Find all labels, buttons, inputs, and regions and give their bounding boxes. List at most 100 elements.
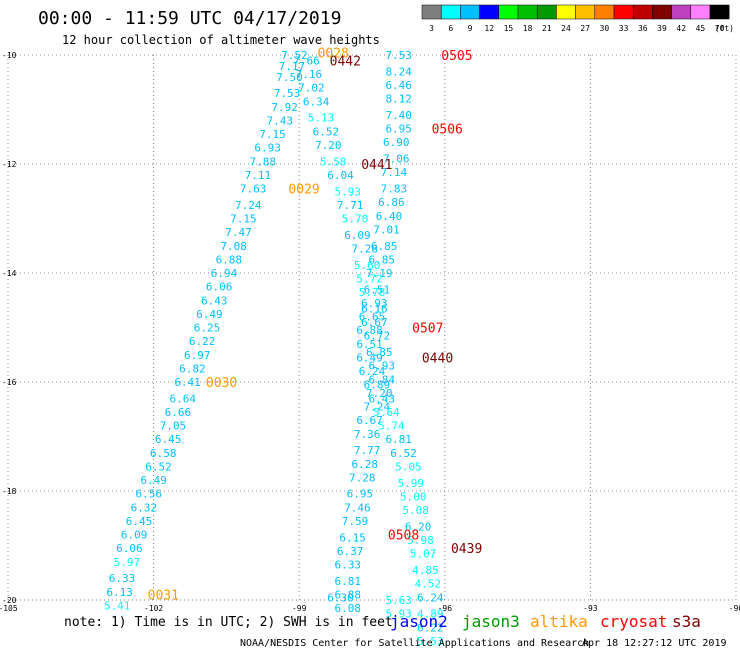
wave-height-point: 6.52: [313, 125, 340, 138]
wave-height-point: 5.72: [356, 272, 383, 285]
wave-height-point: 7.40: [385, 109, 412, 122]
wave-height-point: 5.41: [104, 599, 131, 612]
wave-height-point: 7.88: [250, 155, 277, 168]
scale-label: 36: [638, 24, 648, 33]
wave-height-point: 6.30: [327, 591, 354, 604]
wave-height-point: 6.90: [383, 136, 410, 149]
pass-time-label: 0440: [422, 351, 453, 366]
wave-height-point: 6.40: [376, 210, 403, 223]
legend-jason2: jason2: [390, 612, 448, 631]
wave-height-point: 6.09: [121, 529, 148, 542]
wave-height-point: 7.83: [381, 183, 408, 196]
wave-height-point: 7.02: [298, 82, 325, 95]
scale-label: 70: [715, 24, 725, 33]
wave-height-point: 6.67: [356, 414, 383, 427]
wave-height-point: 6.85: [366, 346, 393, 359]
wave-height-point: 7.14: [381, 166, 408, 179]
wave-height-point: 7.53: [385, 49, 412, 62]
pass-time-label: 0507: [412, 322, 443, 337]
pass-time-label: 0441: [361, 158, 392, 173]
wave-height-point: 6.37: [337, 545, 364, 558]
scale-label: 21: [542, 24, 552, 33]
wave-height-point: 5.60: [354, 259, 381, 272]
wave-height-point: 6.25: [194, 322, 221, 335]
scale-swatch: [421, 4, 442, 20]
wave-height-point: 6.13: [106, 586, 133, 599]
wave-height-values: 7.527.177.507.537.927.437.156.937.887.11…: [104, 49, 444, 648]
wave-height-point: 5.00: [400, 490, 427, 503]
wave-height-point: 7.20: [366, 387, 393, 400]
wave-height-point: 7.15: [230, 213, 257, 226]
wave-height-point: 6.45: [126, 515, 153, 528]
scale-swatch: [613, 4, 634, 20]
wave-height-point: 5.74: [378, 420, 405, 433]
wave-height-point: 7.01: [373, 223, 400, 236]
wave-height-point: 7.43: [267, 114, 294, 127]
x-tick-label: -102: [144, 604, 163, 613]
wave-height-point: 6.46: [385, 79, 412, 92]
color-scale-legend: 3 6 9 12 15 18 21 24 27 30 33 36 39 42 45 70(ft): [421, 4, 734, 33]
wave-height-point: 6.06: [206, 281, 233, 294]
wave-height-point: 5.05: [395, 460, 422, 473]
wave-height-point: 5.07: [410, 548, 437, 561]
wave-height-point: 7.20: [315, 139, 342, 152]
wave-height-point: 6.24: [359, 365, 386, 378]
wave-height-point: 6.67: [361, 316, 388, 329]
scale-label: 24: [561, 24, 571, 33]
legend-jason3: jason3: [462, 612, 520, 631]
wave-height-point: 6.22: [417, 621, 444, 634]
wave-height-point: 6.88: [356, 324, 383, 337]
pass-time-label: 0031: [148, 589, 179, 604]
wave-height-point: 5.64: [373, 406, 400, 419]
scale-swatch: [671, 4, 692, 20]
wave-height-point: 6.56: [135, 488, 162, 501]
scale-label: 39: [657, 24, 667, 33]
wave-height-point: 6.22: [189, 335, 216, 348]
wave-height-point: 7.50: [276, 71, 303, 84]
wave-height-point: 6.52: [145, 460, 172, 473]
pass-time-label: 0439: [451, 542, 482, 557]
legend-altika: altika: [530, 612, 588, 631]
pass-time-label: 0442: [330, 54, 361, 69]
wave-height-point: 6.34: [303, 95, 330, 108]
pass-time-label: 0505: [441, 49, 472, 64]
wave-height-point: 7.05: [160, 420, 187, 433]
x-tick-label: -90: [729, 604, 740, 613]
wave-height-point: 6.82: [179, 362, 206, 375]
wave-height-point: 5.78: [359, 286, 386, 299]
wave-height-point: 6.20: [405, 520, 432, 533]
wave-height-point: 7.59: [342, 515, 369, 528]
wave-height-point: 5.63: [385, 594, 412, 607]
pass-time-label: 0506: [432, 123, 463, 138]
wave-height-point: 4.89: [417, 608, 444, 621]
wave-height-point: 5.97: [114, 556, 141, 569]
wave-height-point: 6.84: [368, 373, 395, 386]
wave-height-point: 6.08: [334, 602, 361, 615]
pass-time-label: 0028: [318, 46, 349, 61]
wave-height-point: 6.09: [344, 229, 371, 242]
wave-height-point: 6.45: [155, 433, 182, 446]
x-tick-label: -105: [0, 604, 18, 613]
wave-height-point: 7.17: [279, 60, 306, 73]
satellite-legend: jason2 jason3 altika cryosat s3a: [390, 612, 701, 631]
wave-height-point: 5.53: [417, 635, 444, 648]
wave-height-point: 7.08: [220, 240, 247, 253]
wave-height-point: 7.24: [364, 401, 391, 414]
wave-height-point: 6.51: [364, 283, 391, 296]
wave-height-point: 6.51: [356, 338, 383, 351]
footer-credit: NOAA/NESDIS Center for Satellite Applica…: [240, 638, 589, 649]
wave-height-point: 6.58: [150, 447, 177, 460]
wave-height-point: 5.93: [334, 185, 361, 198]
wave-height-point: 6.06: [116, 542, 143, 555]
scale-swatch: [594, 4, 615, 20]
scale-swatch: [652, 4, 672, 20]
wave-height-point: 6.43: [201, 294, 228, 307]
scale-label: 30: [600, 24, 610, 33]
footer-timestamp: Apr 18 12:27:12 UTC 2019: [582, 638, 727, 649]
wave-height-point: 6.66: [165, 406, 192, 419]
x-tick-label: -96: [438, 604, 453, 613]
wave-height-point: 6.49: [140, 474, 167, 487]
wave-height-point: 6.85: [371, 240, 398, 253]
pass-time-label: 0508: [388, 529, 419, 544]
